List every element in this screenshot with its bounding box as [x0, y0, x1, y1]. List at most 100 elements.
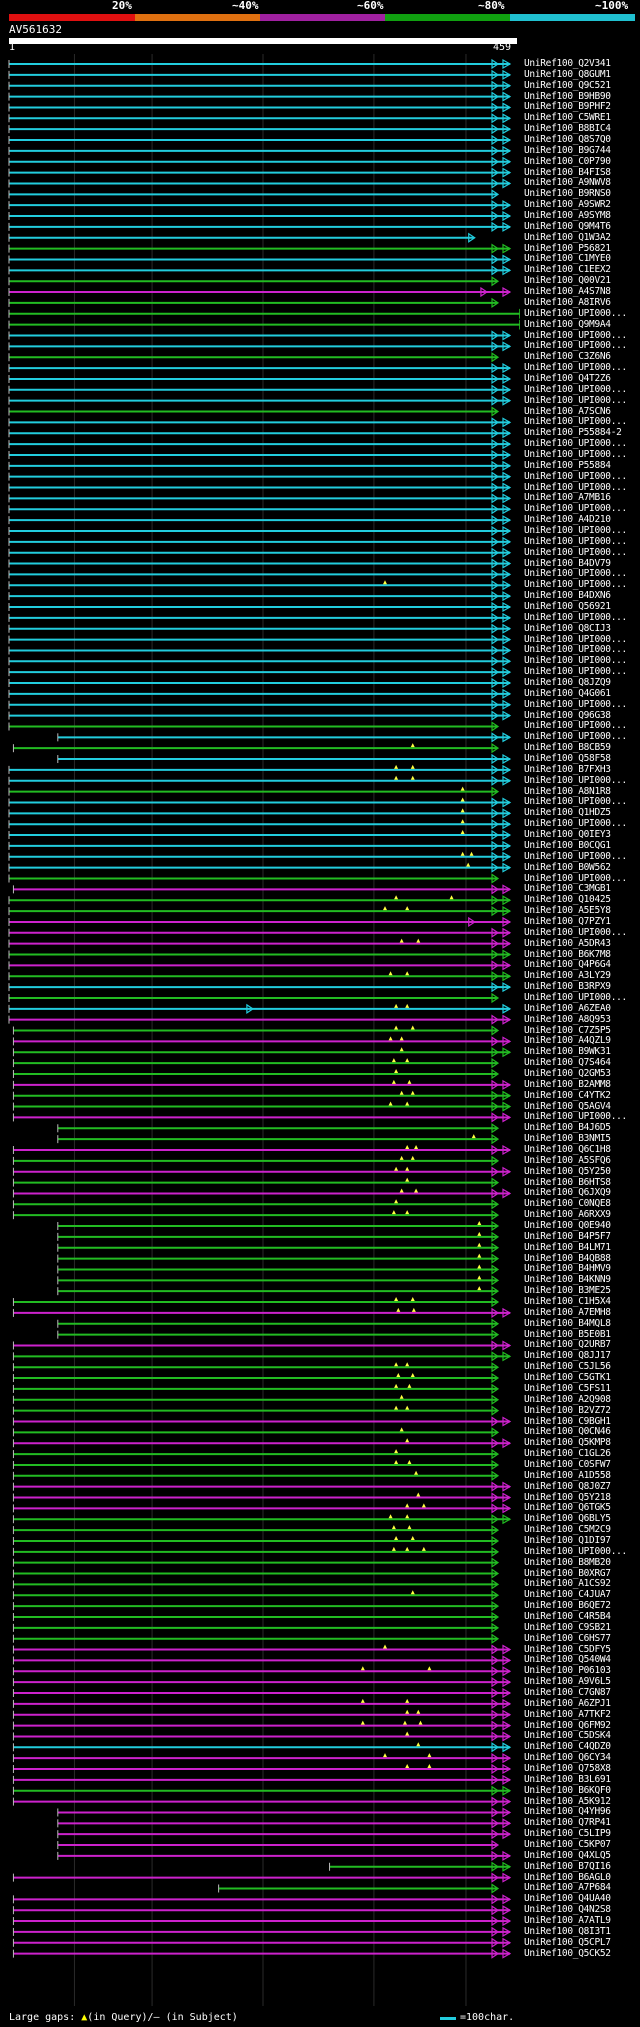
hit-label[interactable]: UniRef100_UPI000...: [524, 926, 627, 938]
hit-label[interactable]: UniRef100_UPI000...: [524, 1111, 627, 1123]
hit-label[interactable]: UniRef100_B4LM71: [524, 1241, 611, 1253]
hit-label[interactable]: UniRef100_A4D210: [524, 514, 611, 526]
hit-label[interactable]: UniRef100_P56821: [524, 242, 611, 254]
hit-label[interactable]: UniRef100_C5JL56: [524, 1361, 611, 1373]
hit-label[interactable]: UniRef100_Q0E940: [524, 1220, 611, 1232]
hit-label[interactable]: UniRef100_C5LIP9: [524, 1828, 611, 1840]
hit-label[interactable]: UniRef100_B2VZ72: [524, 1404, 611, 1416]
hit-label[interactable]: UniRef100_B8BIC4: [524, 123, 611, 135]
hit-label[interactable]: UniRef100_Q9M9A4: [524, 318, 611, 330]
hit-label[interactable]: UniRef100_Q4P6G4: [524, 959, 611, 971]
hit-label[interactable]: UniRef100_B0CQG1: [524, 839, 611, 851]
hit-label[interactable]: UniRef100_A2Q908: [524, 1393, 611, 1405]
hit-label[interactable]: UniRef100_B4FIS8: [524, 166, 611, 178]
hit-label[interactable]: UniRef100_A1D558: [524, 1469, 611, 1481]
hit-label[interactable]: UniRef100_C5KP07: [524, 1839, 611, 1851]
hit-label[interactable]: UniRef100_Q9M4T6: [524, 220, 611, 232]
hit-label[interactable]: UniRef100_Q4N2S8: [524, 1904, 611, 1916]
hit-label[interactable]: UniRef100_Q5Y250: [524, 1165, 611, 1177]
hit-label[interactable]: UniRef100_C0SFW7: [524, 1458, 611, 1470]
hit-label[interactable]: UniRef100_C5GTK1: [524, 1372, 611, 1384]
hit-label[interactable]: UniRef100_Q6JXQ9: [524, 1187, 611, 1199]
hit-label[interactable]: UniRef100_Q56921: [524, 601, 611, 612]
hit-label[interactable]: UniRef100_C5WRE1: [524, 112, 611, 124]
hit-label[interactable]: UniRef100_B4QB88: [524, 1252, 611, 1264]
hit-label[interactable]: UniRef100_UPI000...: [524, 535, 627, 547]
hit-label[interactable]: UniRef100_UPI000...: [524, 731, 627, 743]
hit-label[interactable]: UniRef100_B6AGL0: [524, 1871, 611, 1883]
hit-label[interactable]: UniRef100_UPI000...: [524, 448, 627, 460]
hit-label[interactable]: UniRef100_UPI000...: [524, 720, 627, 732]
hit-label[interactable]: UniRef100_UPI000...: [524, 872, 627, 884]
hit-label[interactable]: UniRef100_UPI000...: [524, 698, 627, 710]
hit-label[interactable]: UniRef100_B5E0B1: [524, 1328, 611, 1340]
hit-label[interactable]: UniRef100_C5M2C9: [524, 1524, 611, 1536]
hit-label[interactable]: UniRef100_Q8CIJ3: [524, 622, 611, 634]
hit-label[interactable]: UniRef100_UPI000...: [524, 416, 627, 428]
hit-label[interactable]: UniRef100_UPI000...: [524, 438, 627, 450]
hit-label[interactable]: UniRef100_UPI000...: [524, 633, 627, 645]
hit-label[interactable]: UniRef100_Q5KMP8: [524, 1437, 611, 1449]
hit-label[interactable]: UniRef100_C1EEX2: [524, 264, 611, 276]
hit-label[interactable]: UniRef100_Q4XLQ5: [524, 1849, 611, 1861]
hit-label[interactable]: UniRef100_UPI000...: [524, 850, 627, 862]
hit-label[interactable]: UniRef100_Q00V21: [524, 275, 611, 287]
hit-label[interactable]: UniRef100_Q2URB7: [524, 1339, 611, 1351]
hit-label[interactable]: UniRef100_UPI000...: [524, 362, 627, 374]
hit-label[interactable]: UniRef100_UPI000...: [524, 329, 627, 341]
hit-label[interactable]: UniRef100_UPI000...: [524, 579, 627, 591]
hit-label[interactable]: UniRef100_C6HS77: [524, 1632, 611, 1644]
hit-label[interactable]: UniRef100_UPI000...: [524, 774, 627, 786]
hit-label[interactable]: UniRef100_C3Z6N6: [524, 351, 611, 363]
hit-label[interactable]: UniRef100_B3ME25: [524, 1285, 611, 1297]
hit-label[interactable]: UniRef100_UPI000...: [524, 1545, 627, 1557]
hit-label[interactable]: UniRef100_A4S7N8: [524, 286, 611, 298]
hit-label[interactable]: UniRef100_A1CS92: [524, 1578, 611, 1590]
hit-label[interactable]: UniRef100_UPI000...: [524, 503, 627, 515]
hit-label[interactable]: UniRef100_A3LY29: [524, 970, 611, 982]
hit-label[interactable]: UniRef100_Q5CK52: [524, 1947, 611, 1959]
hit-label[interactable]: UniRef100_B2AMM8: [524, 1078, 611, 1090]
hit-label[interactable]: UniRef100_B4J6D5: [524, 1122, 611, 1134]
hit-label[interactable]: UniRef100_UPI000...: [524, 546, 627, 558]
hit-label[interactable]: UniRef100_B9RNS0: [524, 188, 611, 200]
hit-label[interactable]: UniRef100_C7GN87: [524, 1687, 611, 1698]
hit-label[interactable]: UniRef100_P55884-2: [524, 427, 622, 439]
hit-label[interactable]: UniRef100_C4QDZ0: [524, 1741, 611, 1753]
hit-label[interactable]: UniRef100_A6RXX9: [524, 1209, 611, 1221]
hit-label[interactable]: UniRef100_UPI000...: [524, 644, 627, 656]
hit-label[interactable]: UniRef100_B4DV79: [524, 557, 611, 569]
hit-label[interactable]: UniRef100_Q7RP41: [524, 1817, 611, 1829]
hit-label[interactable]: UniRef100_A4QZL9: [524, 1035, 611, 1047]
hit-label[interactable]: UniRef100_C5FS11: [524, 1382, 611, 1394]
hit-label[interactable]: UniRef100_B8MB20: [524, 1556, 611, 1568]
hit-label[interactable]: UniRef100_Q10425: [524, 894, 611, 906]
hit-label[interactable]: UniRef100_Q6CY34: [524, 1752, 611, 1764]
hit-label[interactable]: UniRef100_B4KNN9: [524, 1274, 611, 1286]
hit-label[interactable]: UniRef100_B6KQF0: [524, 1784, 611, 1796]
hit-label[interactable]: UniRef100_C5DFY5: [524, 1643, 611, 1655]
hit-label[interactable]: UniRef100_B7QI16: [524, 1860, 611, 1872]
hit-label[interactable]: UniRef100_C1GL26: [524, 1448, 611, 1460]
hit-label[interactable]: UniRef100_C1MYE0: [524, 253, 611, 265]
hit-label[interactable]: UniRef100_B3NMI5: [524, 1133, 611, 1145]
hit-label[interactable]: UniRef100_B6K7M8: [524, 948, 611, 960]
hit-label[interactable]: UniRef100_UPI000...: [524, 818, 627, 830]
hit-label[interactable]: UniRef100_A5E5Y8: [524, 905, 611, 917]
hit-label[interactable]: UniRef100_A7SCN6: [524, 405, 611, 417]
hit-label[interactable]: UniRef100_A9SWR2: [524, 199, 611, 211]
hit-label[interactable]: UniRef100_B4DXN6: [524, 590, 611, 602]
hit-label[interactable]: UniRef100_A5K912: [524, 1795, 611, 1807]
hit-label[interactable]: UniRef100_B9HB90: [524, 90, 611, 102]
hit-label[interactable]: UniRef100_Q1W3A2: [524, 231, 611, 243]
hit-label[interactable]: UniRef100_A7MB16: [524, 492, 611, 504]
hit-label[interactable]: UniRef100_Q540W4: [524, 1654, 611, 1666]
hit-label[interactable]: UniRef100_Q2GM53: [524, 1067, 611, 1079]
hit-label[interactable]: UniRef100_C3MGB1: [524, 883, 611, 895]
hit-label[interactable]: UniRef100_A6ZPJ1: [524, 1697, 611, 1709]
hit-label[interactable]: UniRef100_C0NQE8: [524, 1198, 611, 1210]
hit-label[interactable]: UniRef100_C9BGH1: [524, 1415, 611, 1427]
hit-label[interactable]: UniRef100_A8IRV6: [524, 296, 611, 308]
hit-label[interactable]: UniRef100_B7FXH3: [524, 763, 611, 775]
hit-label[interactable]: UniRef100_Q8I3T1: [524, 1925, 611, 1937]
